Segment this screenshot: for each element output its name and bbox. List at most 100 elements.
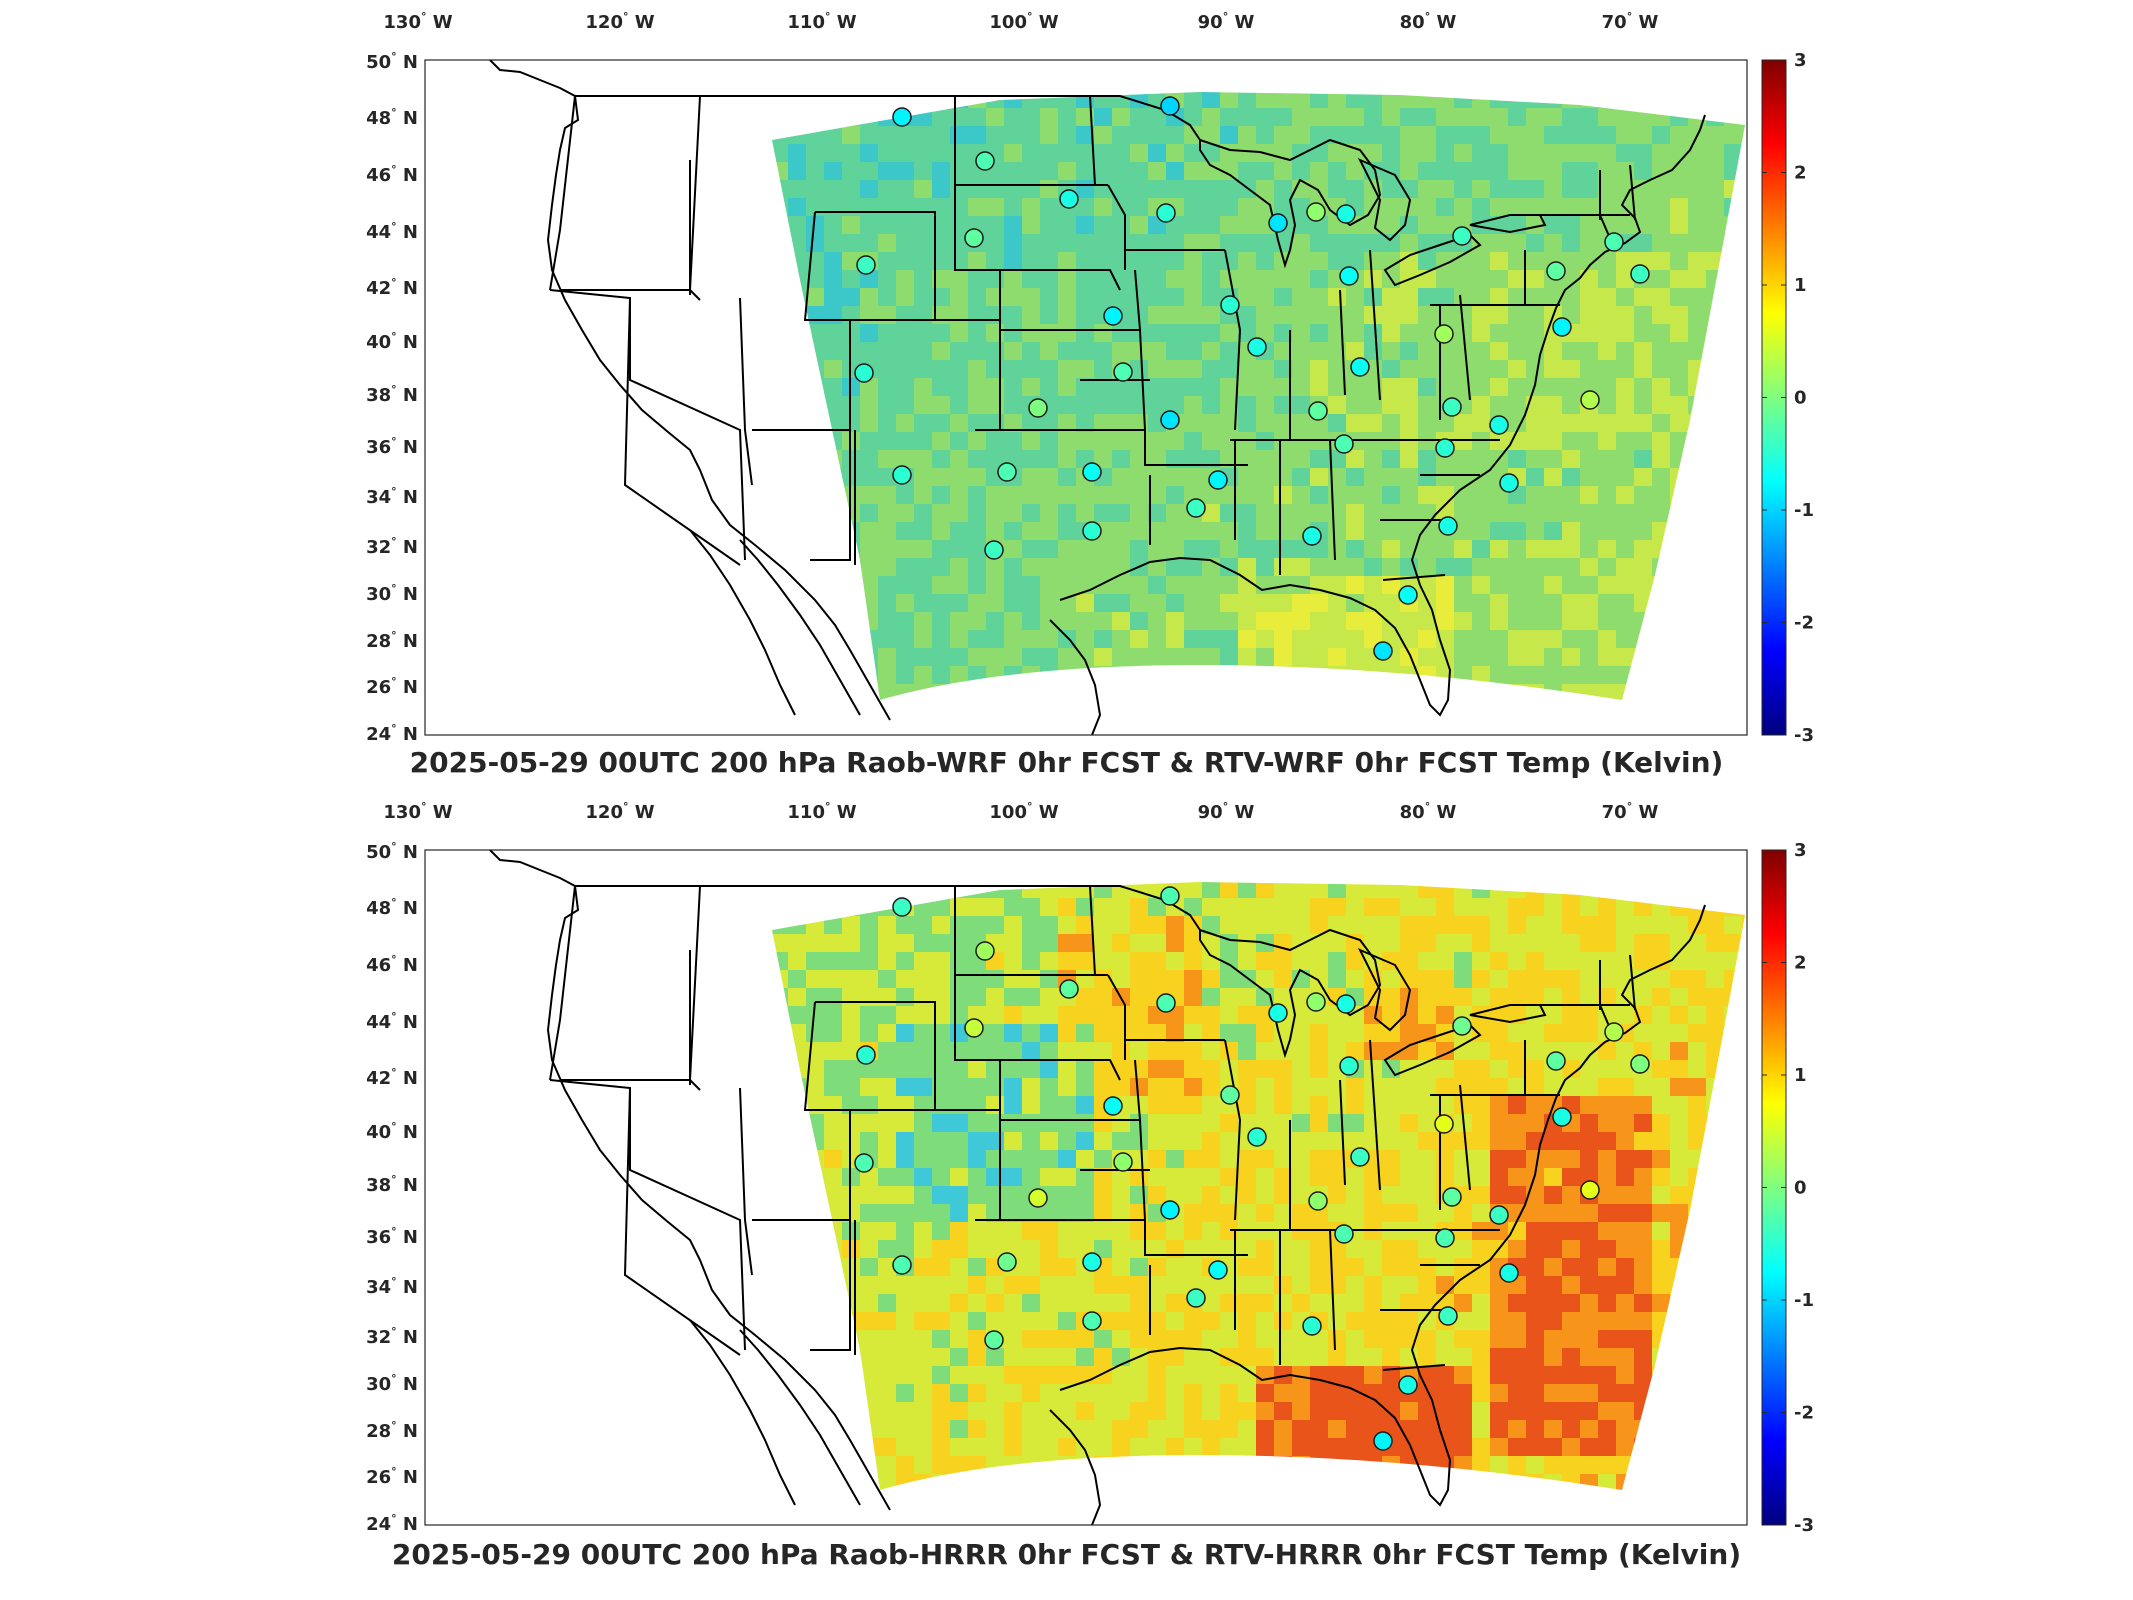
field-cell — [986, 1168, 1005, 1187]
field-cell — [860, 1024, 879, 1043]
station-marker — [892, 107, 912, 127]
field-cell — [1544, 126, 1563, 145]
field-cell — [806, 1186, 825, 1205]
field-cell — [1616, 108, 1635, 127]
field-cell — [878, 1384, 897, 1403]
field-cell — [1706, 648, 1725, 667]
field-cell — [1490, 522, 1509, 541]
field-cell — [1544, 180, 1563, 199]
field-cell — [1058, 468, 1077, 487]
field-cell — [1328, 92, 1347, 109]
field-cell — [1346, 396, 1365, 415]
lake-outline — [1383, 233, 1482, 287]
field-cell — [914, 306, 933, 325]
state-border — [815, 1001, 936, 1110]
field-cell — [1292, 468, 1311, 487]
field-cell — [1418, 270, 1437, 289]
field-cell — [1634, 198, 1653, 217]
field-cell — [1148, 342, 1167, 361]
field-cell — [1418, 1078, 1437, 1097]
field-cell — [950, 450, 969, 469]
field-cell — [1130, 144, 1149, 163]
field-cell — [950, 1060, 969, 1079]
field-cell — [772, 1330, 789, 1349]
field-cell — [1328, 1402, 1347, 1421]
field-cell — [1508, 882, 1527, 899]
field-cell — [1454, 92, 1473, 109]
field-cell — [1382, 1006, 1401, 1025]
state-border — [1459, 294, 1471, 401]
field-cell — [1292, 1114, 1311, 1133]
field-cell — [1004, 378, 1023, 397]
field-cell — [1706, 144, 1725, 163]
field-cell — [1310, 558, 1329, 577]
field-cell — [896, 648, 915, 667]
field-cell — [1346, 288, 1365, 307]
field-cell — [1130, 108, 1149, 127]
field-cell — [1652, 504, 1671, 523]
field-cell — [1526, 1258, 1545, 1277]
field-cell — [842, 1312, 861, 1331]
field-cell — [1274, 378, 1293, 397]
field-cell — [1004, 898, 1023, 917]
field-cell — [1130, 1474, 1149, 1490]
field-cell — [1184, 1060, 1203, 1079]
field-cell — [1238, 1312, 1257, 1331]
field-cell — [1130, 378, 1149, 397]
field-cell — [1742, 648, 1745, 667]
field-cell — [1418, 126, 1437, 145]
field-cell — [824, 522, 843, 541]
field-cell — [1130, 288, 1149, 307]
field-cell — [1634, 1186, 1653, 1205]
field-cell — [772, 270, 789, 289]
field-cell — [1040, 1294, 1059, 1313]
field-cell — [1688, 1420, 1707, 1439]
field-cell — [1220, 1168, 1239, 1187]
field-cell — [1418, 702, 1437, 721]
field-cell — [1112, 684, 1131, 700]
field-cell — [1256, 1150, 1275, 1169]
field-cell — [1544, 648, 1563, 667]
field-cell — [1616, 1366, 1635, 1385]
field-cell — [1400, 1438, 1419, 1457]
field-cell — [878, 1294, 897, 1313]
field-cell — [1328, 522, 1347, 541]
field-cell — [1724, 1114, 1743, 1133]
field-cell — [1652, 1150, 1671, 1169]
field-cell — [1526, 1438, 1545, 1457]
field-cell — [878, 576, 897, 595]
field-cell — [1328, 1078, 1347, 1097]
field-cell — [1004, 1348, 1023, 1367]
field-cell — [1112, 1132, 1131, 1151]
field-cell — [1130, 450, 1149, 469]
field-cell — [788, 1078, 807, 1097]
field-cell — [1310, 1420, 1329, 1439]
field-cell — [788, 630, 807, 649]
field-cell — [1130, 666, 1149, 685]
field-cell — [1688, 288, 1707, 307]
field-cell — [1436, 916, 1455, 935]
field-cell — [1220, 1366, 1239, 1385]
field-cell — [1292, 1168, 1311, 1187]
field-cell — [896, 432, 915, 451]
field-cell — [788, 234, 807, 253]
field-cell — [824, 594, 843, 613]
field-cell — [1616, 396, 1635, 415]
field-cell — [1328, 702, 1347, 721]
state-border — [1382, 1364, 1446, 1371]
field-cell — [1076, 432, 1095, 451]
field-cell — [1472, 126, 1491, 145]
field-cell — [1670, 198, 1689, 217]
field-cell — [1436, 988, 1455, 1007]
latitude-tick-label: 46° N — [366, 163, 418, 186]
field-cell — [860, 576, 879, 595]
field-cell — [1562, 468, 1581, 487]
field-cell — [1616, 630, 1635, 649]
field-cell — [842, 92, 861, 109]
field-cell — [914, 898, 933, 917]
field-cell — [1310, 432, 1329, 451]
field-cell — [1616, 1294, 1635, 1313]
field-cell — [1346, 1240, 1365, 1259]
field-cell — [1274, 952, 1293, 971]
field-cell — [1724, 1492, 1743, 1511]
